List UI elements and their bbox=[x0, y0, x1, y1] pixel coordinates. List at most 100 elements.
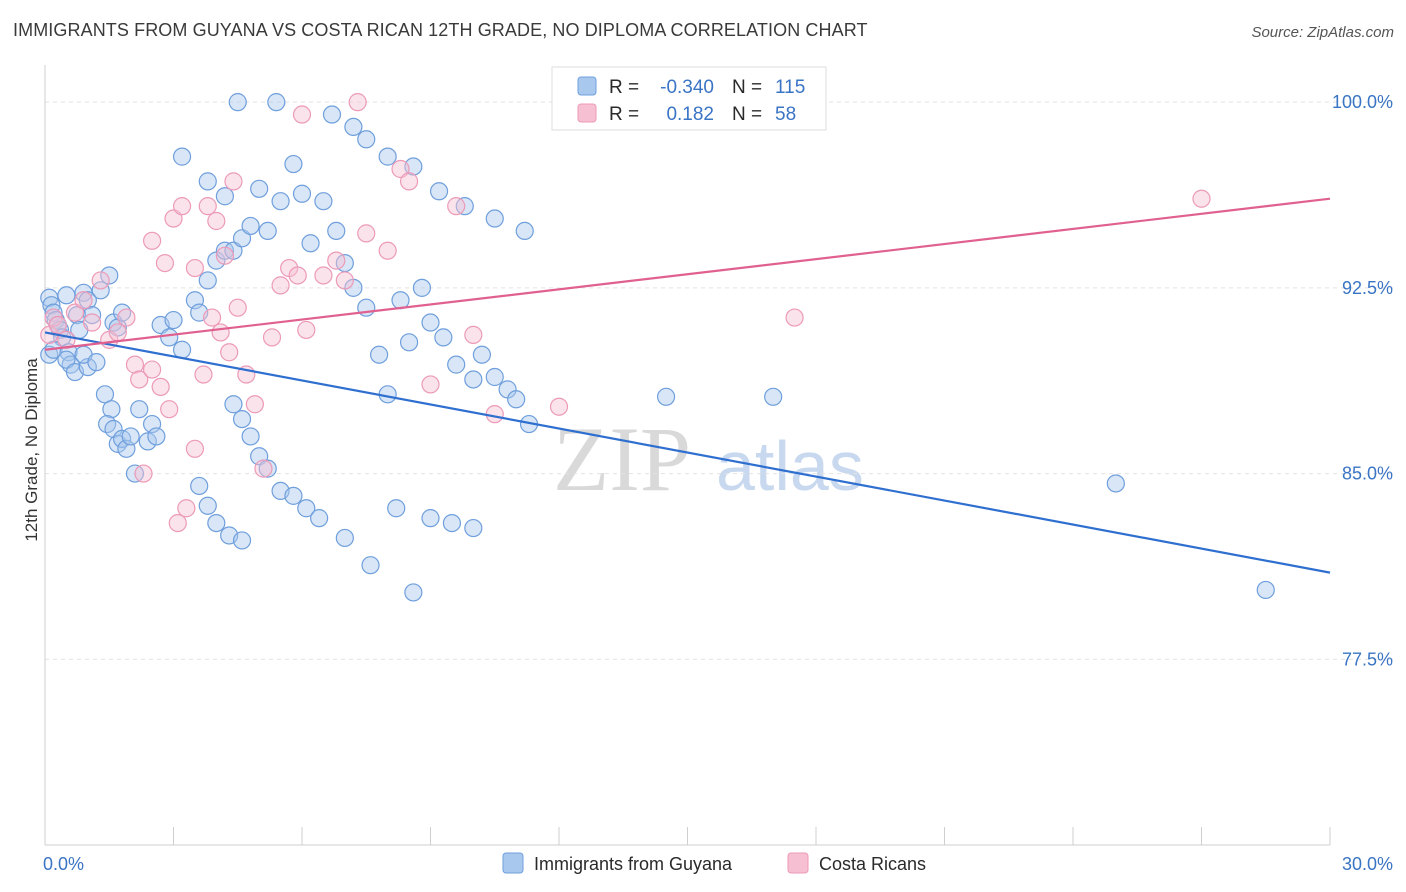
point-costa-ricans bbox=[254, 459, 273, 478]
point-guyana bbox=[57, 350, 76, 369]
point-costa-ricans bbox=[1192, 189, 1211, 208]
watermark-atlas: atlas bbox=[716, 427, 864, 505]
point-costa-ricans bbox=[142, 360, 162, 379]
point-guyana bbox=[292, 184, 312, 203]
point-guyana bbox=[250, 179, 269, 198]
point-guyana bbox=[224, 395, 243, 414]
y-tick-label: 100.0% bbox=[1332, 92, 1393, 112]
legend-n-label-1: N = bbox=[732, 77, 762, 98]
point-costa-ricans bbox=[185, 439, 205, 458]
point-guyana bbox=[267, 93, 286, 112]
point-costa-ricans bbox=[348, 93, 367, 112]
point-costa-ricans bbox=[464, 325, 483, 345]
point-guyana bbox=[301, 234, 320, 253]
point-guyana bbox=[1256, 580, 1275, 600]
point-costa-ricans bbox=[48, 315, 67, 335]
point-guyana bbox=[91, 281, 110, 300]
point-guyana bbox=[447, 355, 466, 374]
point-guyana bbox=[412, 278, 432, 297]
point-guyana bbox=[258, 459, 277, 478]
point-costa-ricans bbox=[134, 464, 153, 483]
point-costa-ricans bbox=[65, 303, 85, 322]
point-costa-ricans bbox=[245, 395, 264, 414]
series-legend: Immigrants from Guyana Costa Ricans bbox=[502, 852, 926, 874]
point-costa-ricans bbox=[91, 271, 110, 290]
point-costa-ricans bbox=[485, 405, 504, 424]
point-guyana bbox=[434, 328, 453, 347]
point-guyana bbox=[327, 221, 346, 241]
point-guyana bbox=[421, 509, 440, 528]
point-guyana bbox=[322, 105, 342, 124]
point-costa-ricans bbox=[74, 291, 93, 310]
point-guyana bbox=[442, 513, 462, 533]
point-costa-ricans bbox=[185, 258, 205, 278]
point-guyana bbox=[357, 130, 376, 149]
point-costa-ricans bbox=[262, 328, 282, 347]
point-guyana bbox=[147, 427, 166, 446]
y-tick-label: 85.0% bbox=[1342, 464, 1393, 484]
legend-r-label-2: R = bbox=[609, 104, 639, 125]
stats-legend-box bbox=[551, 66, 827, 131]
legend-n-label-2: N = bbox=[732, 104, 762, 125]
point-guyana bbox=[198, 271, 217, 290]
point-costa-ricans bbox=[224, 172, 243, 191]
point-guyana bbox=[370, 345, 389, 364]
point-costa-ricans bbox=[151, 377, 170, 397]
point-guyana bbox=[232, 229, 252, 248]
point-costa-ricans bbox=[164, 209, 183, 228]
source-credit: Source: ZipAtlas.com bbox=[1251, 24, 1394, 41]
point-guyana bbox=[1106, 474, 1125, 493]
trend-line-guyana bbox=[44, 331, 1331, 574]
point-guyana bbox=[198, 496, 217, 515]
point-costa-ricans bbox=[117, 308, 136, 327]
point-guyana bbox=[164, 310, 183, 330]
point-costa-ricans bbox=[130, 370, 149, 389]
trend-lines bbox=[44, 197, 1331, 574]
legend-n-value-2: 58 bbox=[775, 104, 796, 125]
point-guyana bbox=[241, 216, 260, 236]
point-guyana bbox=[485, 367, 504, 387]
x-tick-min: 0.0% bbox=[43, 854, 84, 874]
point-guyana bbox=[507, 390, 526, 409]
point-guyana bbox=[172, 340, 192, 359]
point-guyana bbox=[172, 147, 192, 166]
point-guyana bbox=[224, 241, 243, 260]
point-guyana bbox=[378, 147, 397, 166]
point-guyana bbox=[485, 209, 504, 228]
point-costa-ricans bbox=[378, 241, 397, 260]
point-costa-ricans bbox=[297, 320, 316, 340]
point-costa-ricans bbox=[207, 211, 226, 231]
y-axis-label: 12th Grade, No Diploma bbox=[22, 358, 41, 542]
series-legend-swatch-guyana bbox=[502, 852, 524, 874]
point-costa-ricans bbox=[172, 197, 192, 216]
point-guyana bbox=[464, 518, 483, 538]
point-costa-ricans bbox=[177, 499, 196, 518]
stats-legend: R = -0.340 N = 115 R = 0.182 N = 58 bbox=[551, 66, 827, 131]
point-costa-ricans bbox=[391, 159, 410, 179]
point-costa-ricans bbox=[108, 323, 127, 342]
point-guyana bbox=[284, 154, 303, 174]
point-guyana bbox=[190, 476, 209, 496]
y-tick-labels: 77.5% 85.0% 92.5% 100.0% bbox=[1332, 92, 1393, 669]
point-guyana bbox=[271, 192, 290, 211]
series-legend-label-costa-ricans: Costa Ricans bbox=[819, 854, 926, 874]
point-costa-ricans bbox=[421, 375, 440, 394]
scatter-points bbox=[40, 93, 1275, 602]
point-guyana bbox=[215, 187, 234, 206]
point-guyana bbox=[207, 513, 226, 533]
point-guyana bbox=[344, 117, 363, 137]
point-costa-ricans bbox=[549, 397, 569, 416]
point-costa-ricans bbox=[271, 276, 290, 295]
point-costa-ricans bbox=[228, 298, 247, 317]
point-guyana bbox=[361, 556, 380, 575]
point-costa-ricans bbox=[160, 400, 179, 419]
point-costa-ricans bbox=[447, 197, 466, 216]
point-costa-ricans bbox=[292, 105, 312, 124]
point-guyana bbox=[87, 353, 106, 372]
axes bbox=[44, 65, 1331, 846]
point-costa-ricans bbox=[335, 271, 354, 290]
point-guyana bbox=[472, 345, 491, 364]
point-costa-ricans bbox=[198, 197, 217, 216]
point-guyana bbox=[284, 486, 303, 505]
